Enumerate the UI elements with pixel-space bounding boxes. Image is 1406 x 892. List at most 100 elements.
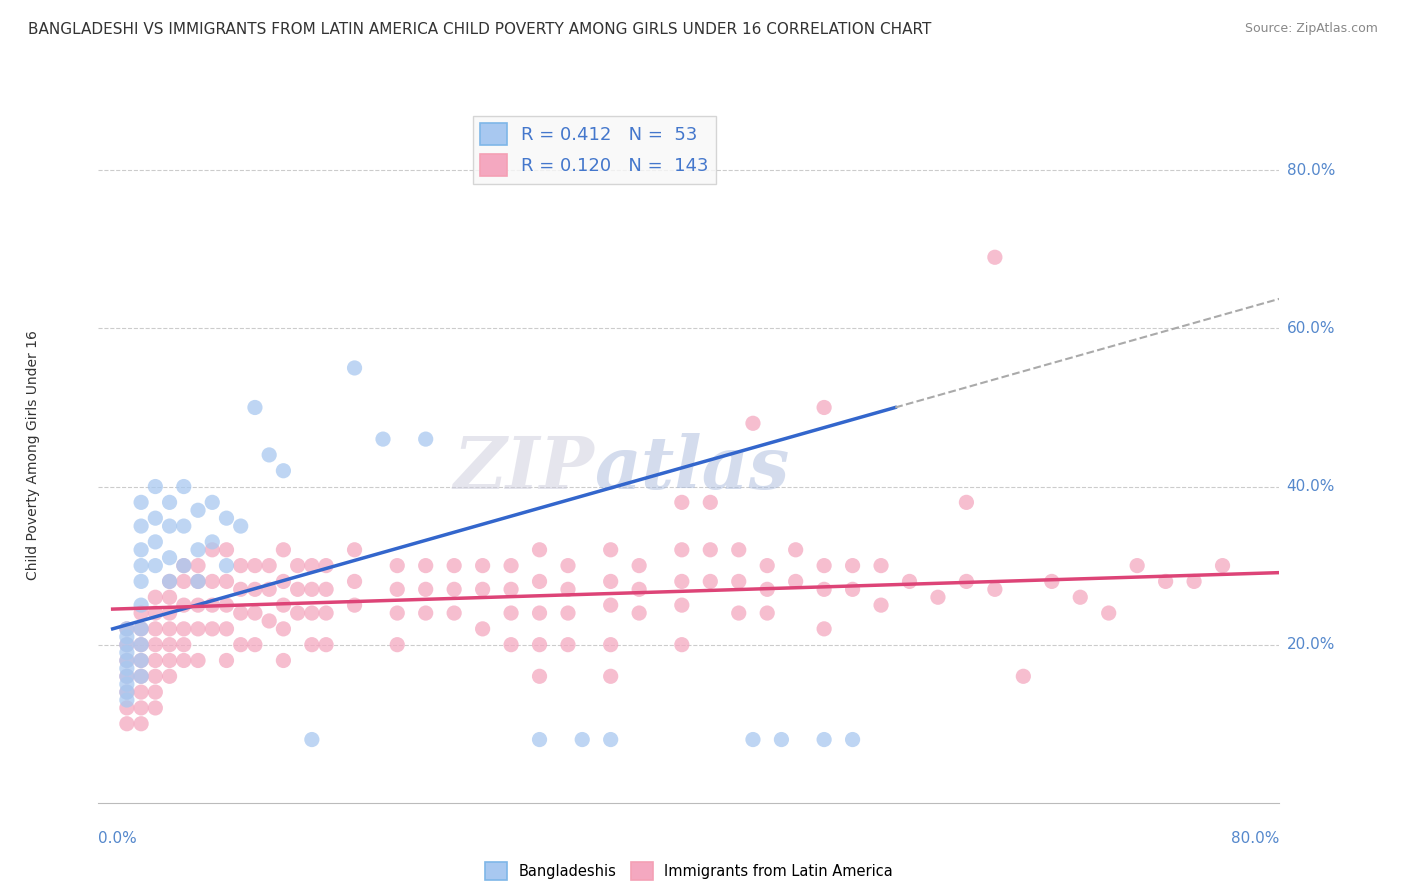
Point bbox=[187, 574, 209, 589]
Point bbox=[215, 622, 238, 636]
Point bbox=[557, 638, 579, 652]
Point bbox=[671, 598, 693, 612]
Point bbox=[599, 574, 621, 589]
Point bbox=[273, 542, 295, 557]
Text: 80.0%: 80.0% bbox=[1286, 163, 1334, 178]
Point bbox=[727, 542, 749, 557]
Point bbox=[315, 558, 337, 573]
Point bbox=[143, 701, 166, 715]
Point bbox=[229, 558, 252, 573]
Point bbox=[813, 558, 835, 573]
Point bbox=[301, 638, 323, 652]
Point bbox=[343, 542, 366, 557]
Point bbox=[129, 574, 152, 589]
Point bbox=[499, 582, 522, 597]
Text: 80.0%: 80.0% bbox=[1232, 830, 1279, 846]
Point bbox=[243, 606, 266, 620]
Point bbox=[143, 606, 166, 620]
Point bbox=[671, 638, 693, 652]
Point bbox=[529, 606, 551, 620]
Point bbox=[129, 558, 152, 573]
Point bbox=[471, 622, 494, 636]
Point bbox=[841, 582, 863, 597]
Point bbox=[415, 558, 437, 573]
Point bbox=[129, 598, 152, 612]
Point bbox=[273, 622, 295, 636]
Point bbox=[215, 574, 238, 589]
Point bbox=[529, 542, 551, 557]
Point bbox=[870, 558, 893, 573]
Point bbox=[229, 519, 252, 533]
Point bbox=[499, 606, 522, 620]
Point bbox=[599, 669, 621, 683]
Point bbox=[159, 574, 181, 589]
Point bbox=[770, 732, 793, 747]
Point bbox=[129, 622, 152, 636]
Point bbox=[1212, 558, 1234, 573]
Point bbox=[529, 574, 551, 589]
Point bbox=[742, 732, 765, 747]
Point bbox=[813, 401, 835, 415]
Point bbox=[443, 558, 465, 573]
Point bbox=[129, 669, 152, 683]
Point bbox=[187, 542, 209, 557]
Point bbox=[727, 606, 749, 620]
Point bbox=[628, 558, 651, 573]
Point bbox=[471, 558, 494, 573]
Point bbox=[143, 534, 166, 549]
Point bbox=[143, 622, 166, 636]
Point bbox=[173, 558, 195, 573]
Point bbox=[201, 495, 224, 509]
Point bbox=[143, 653, 166, 667]
Point bbox=[1012, 669, 1035, 683]
Point bbox=[201, 598, 224, 612]
Point bbox=[287, 558, 309, 573]
Point bbox=[129, 606, 152, 620]
Text: ZIP: ZIP bbox=[454, 434, 595, 504]
Point bbox=[257, 558, 280, 573]
Point bbox=[173, 638, 195, 652]
Point bbox=[371, 432, 394, 446]
Text: atlas: atlas bbox=[595, 434, 790, 504]
Point bbox=[159, 669, 181, 683]
Point bbox=[143, 479, 166, 493]
Text: BANGLADESHI VS IMMIGRANTS FROM LATIN AMERICA CHILD POVERTY AMONG GIRLS UNDER 16 : BANGLADESHI VS IMMIGRANTS FROM LATIN AME… bbox=[28, 22, 932, 37]
Point bbox=[215, 558, 238, 573]
Point bbox=[785, 542, 807, 557]
Point bbox=[257, 614, 280, 628]
Point bbox=[173, 519, 195, 533]
Point bbox=[557, 582, 579, 597]
Point bbox=[115, 685, 138, 699]
Point bbox=[129, 638, 152, 652]
Point bbox=[243, 638, 266, 652]
Point bbox=[187, 653, 209, 667]
Point bbox=[387, 606, 409, 620]
Point bbox=[273, 598, 295, 612]
Point bbox=[727, 574, 749, 589]
Point bbox=[1040, 574, 1063, 589]
Point bbox=[599, 598, 621, 612]
Point bbox=[813, 732, 835, 747]
Point bbox=[301, 606, 323, 620]
Text: 0.0%: 0.0% bbox=[98, 830, 138, 846]
Point bbox=[215, 653, 238, 667]
Point bbox=[201, 574, 224, 589]
Point bbox=[159, 606, 181, 620]
Point bbox=[699, 542, 721, 557]
Point bbox=[671, 495, 693, 509]
Point bbox=[499, 558, 522, 573]
Point bbox=[243, 401, 266, 415]
Point bbox=[443, 582, 465, 597]
Point bbox=[841, 732, 863, 747]
Point bbox=[742, 417, 765, 431]
Point bbox=[143, 638, 166, 652]
Point bbox=[173, 653, 195, 667]
Point bbox=[671, 542, 693, 557]
Point bbox=[187, 598, 209, 612]
Point bbox=[129, 495, 152, 509]
Point bbox=[159, 591, 181, 605]
Point bbox=[243, 558, 266, 573]
Point bbox=[187, 558, 209, 573]
Point bbox=[529, 638, 551, 652]
Point bbox=[115, 661, 138, 675]
